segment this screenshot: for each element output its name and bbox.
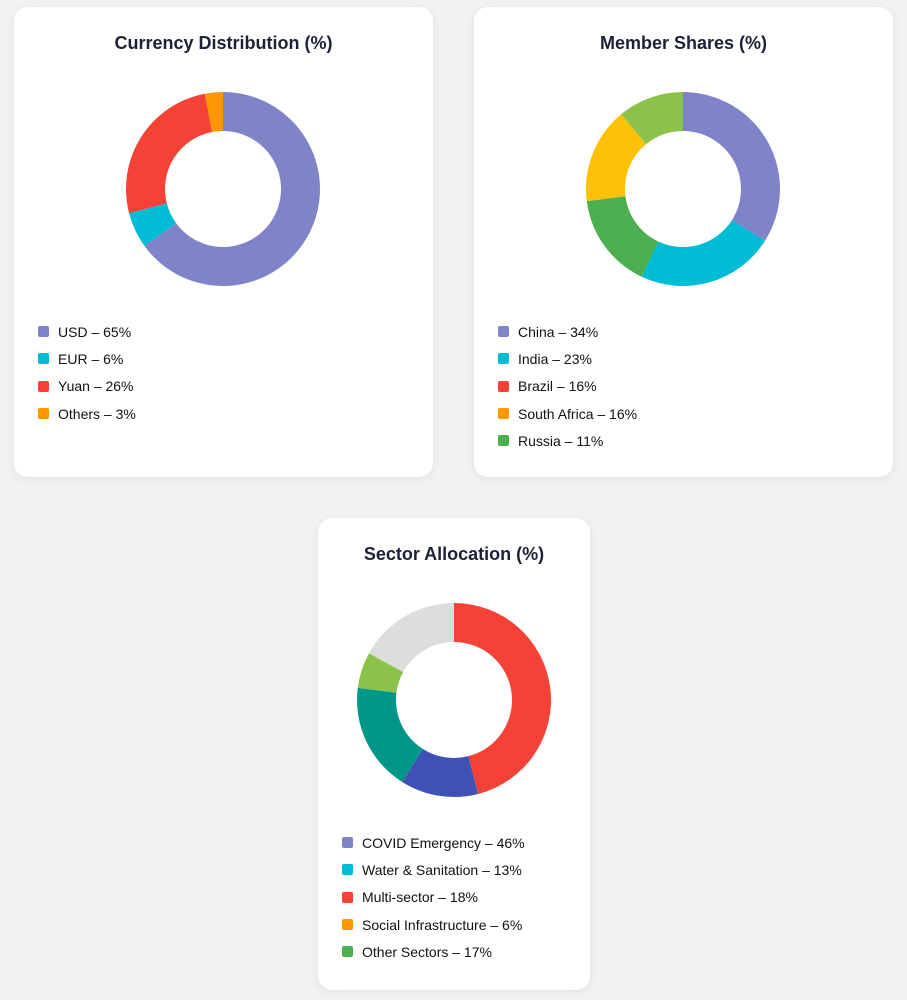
donut-chart — [586, 92, 780, 286]
member-shares-card: Member Shares (%) China – 34% India – 23%… — [474, 7, 893, 477]
legend-swatch — [498, 435, 509, 447]
chart-legend: COVID Emergency – 46% Water & Sanitation … — [342, 829, 525, 965]
legend-item[interactable]: Yuan – 26% — [38, 373, 136, 400]
chart-title: Sector Allocation (%) — [363, 544, 545, 564]
legend-swatch — [342, 837, 353, 849]
currency-distribution-card: Currency Distribution (%) USD – 65% EUR –… — [14, 7, 433, 477]
donut-slice[interactable] — [357, 653, 404, 693]
legend-item[interactable]: EUR – 6% — [38, 345, 136, 372]
donut-slice[interactable] — [621, 92, 683, 145]
legend-label: China – 34% — [518, 323, 599, 340]
legend-swatch — [342, 864, 353, 876]
legend-item[interactable]: Water & Sanitation – 13% — [342, 856, 525, 883]
donut-chart — [126, 92, 320, 286]
legend-swatch — [38, 380, 49, 392]
legend-item[interactable]: Multi-sector – 18% — [342, 884, 525, 911]
legend-label: Others – 3% — [58, 405, 136, 422]
donut-slice[interactable] — [357, 687, 423, 782]
legend-swatch — [342, 919, 353, 931]
legend-swatch — [498, 326, 509, 338]
donut-slice[interactable] — [641, 220, 765, 286]
legend-swatch — [38, 326, 49, 338]
donut-slice[interactable] — [129, 203, 177, 247]
legend-label: South Africa – 16% — [518, 405, 638, 422]
donut-slice[interactable] — [402, 748, 479, 797]
legend-item[interactable]: Social Infrastructure – 6% — [342, 911, 525, 938]
legend-item[interactable]: Brazil – 16% — [498, 373, 637, 400]
legend-swatch — [38, 408, 49, 420]
legend-item[interactable]: Russia – 11% — [498, 427, 637, 454]
chart-title: Currency Distribution (%) — [114, 33, 333, 53]
legend-label: Social Infrastructure – 6% — [362, 916, 523, 933]
legend-label: Brazil – 16% — [518, 378, 597, 395]
legend-label: Other Sectors – 17% — [362, 943, 492, 960]
legend-swatch — [342, 891, 353, 903]
donut-slice[interactable] — [683, 92, 780, 241]
legend-swatch — [38, 353, 49, 365]
legend-label: EUR – 6% — [58, 350, 124, 367]
legend-item[interactable]: COVID Emergency – 46% — [342, 829, 525, 856]
sector-allocation-card: Sector Allocation (%) COVID Emergency – … — [318, 518, 590, 990]
legend-swatch — [342, 946, 353, 958]
legend-label: Water & Sanitation – 13% — [362, 861, 522, 878]
legend-item[interactable]: South Africa – 16% — [498, 400, 637, 427]
donut-slice[interactable] — [586, 114, 647, 202]
chart-legend: China – 34% India – 23% Brazil – 16% South … — [498, 318, 637, 454]
legend-item[interactable]: USD – 65% — [38, 318, 136, 345]
legend-swatch — [498, 353, 509, 365]
legend-item[interactable]: Others – 3% — [38, 400, 136, 427]
legend-item[interactable]: China – 34% — [498, 318, 637, 345]
donut-slice[interactable] — [586, 196, 659, 277]
legend-swatch — [498, 380, 509, 392]
donut-slice[interactable] — [454, 603, 551, 794]
legend-label: COVID Emergency – 46% — [362, 834, 525, 851]
legend-label: India – 23% — [518, 350, 592, 367]
donut-slice[interactable] — [126, 93, 213, 214]
legend-item[interactable]: India – 23% — [498, 345, 637, 372]
legend-label: Yuan – 26% — [58, 378, 134, 395]
legend-label: USD – 65% — [58, 323, 132, 340]
legend-label: Russia – 11% — [518, 432, 604, 449]
donut-slice[interactable] — [144, 92, 320, 286]
donut-chart — [357, 603, 551, 797]
legend-item[interactable]: Other Sectors – 17% — [342, 938, 525, 965]
chart-legend: USD – 65% EUR – 6% Yuan – 26% Others – 3% — [38, 318, 136, 427]
legend-label: Multi-sector – 18% — [362, 889, 478, 906]
legend-swatch — [498, 408, 509, 420]
chart-title: Member Shares (%) — [599, 33, 768, 53]
donut-slice[interactable] — [368, 603, 454, 673]
donut-slice[interactable] — [204, 92, 223, 133]
